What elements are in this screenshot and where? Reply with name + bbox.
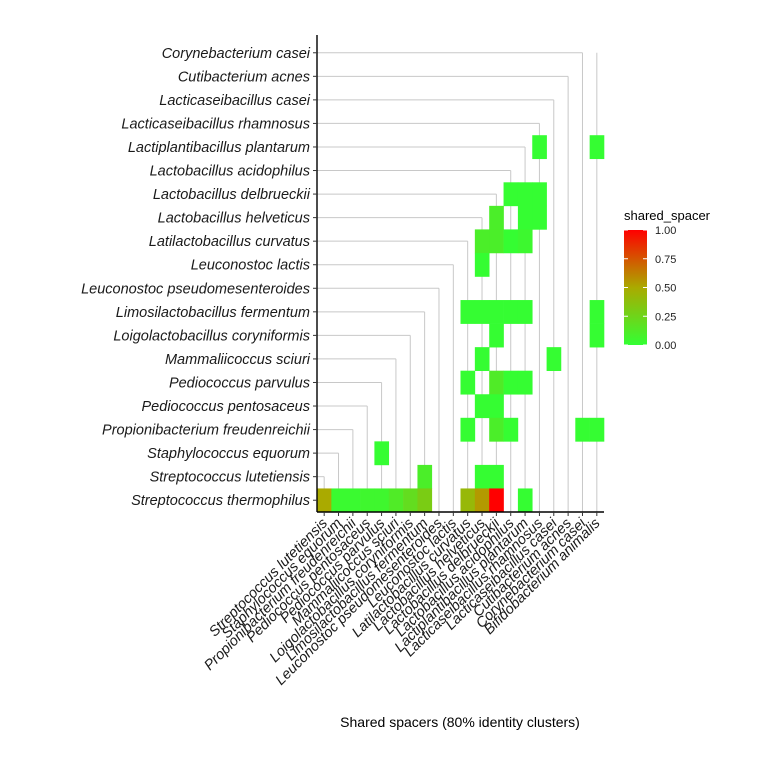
y-tick-label: Lactiplantibacillus plantarum: [128, 140, 310, 156]
y-tick-label: Leuconostoc lactis: [191, 258, 310, 274]
heatmap-cell: [589, 323, 605, 348]
y-tick-label: Pediococcus parvulus: [169, 375, 310, 391]
legend-tick-label: 1.00: [655, 225, 676, 237]
heatmap-cell: [460, 417, 476, 442]
heatmap-cell: [517, 300, 533, 324]
heatmap-cell: [517, 229, 533, 254]
heatmap-cell: [374, 441, 390, 466]
y-tick-label: Lactobacillus helveticus: [158, 211, 310, 227]
heatmap-cell: [403, 488, 418, 513]
y-tick-label: Limosilactobacillus fermentum: [116, 305, 310, 321]
y-tick-label: Staphylococcus equorum: [147, 446, 310, 462]
heatmap-cell: [474, 252, 490, 277]
y-tick-label: Pediococcus pentosaceus: [142, 399, 310, 415]
heatmap-cell: [417, 488, 433, 513]
heatmap-cell: [460, 300, 476, 324]
heatmap-cell: [474, 464, 490, 489]
heatmap-cells: [317, 135, 605, 513]
y-tick-label: Loigolactobacillus coryniformis: [113, 328, 310, 344]
axes: [313, 35, 604, 516]
legend-title: shared_spacer: [624, 208, 711, 223]
heatmap-cell: [532, 205, 547, 230]
heatmap-cell: [474, 300, 490, 324]
heatmap-cell: [503, 370, 519, 395]
y-tick-label: Cutibacterium acnes: [178, 69, 310, 85]
y-tick-labels: Corynebacterium casei Cutibacterium acnes…: [81, 46, 311, 509]
heatmap-cell: [517, 182, 533, 207]
y-tick-label: Lacticaseibacillus casei: [159, 93, 310, 109]
heatmap-cell: [474, 394, 490, 419]
heatmap-cell: [331, 488, 346, 513]
y-tick-label: Leuconostoc pseudomesenteroides: [81, 281, 310, 297]
heatmap-cell: [489, 488, 504, 513]
heatmap-cell: [503, 300, 519, 324]
heatmap-cell: [589, 300, 605, 324]
legend-tick-label: 0.75: [655, 254, 676, 266]
legend-tick-label: 0.50: [655, 283, 676, 295]
y-tick-label: Propionibacterium freudenreichii: [102, 423, 311, 439]
legend-tick-label: 0.25: [655, 311, 676, 323]
heatmap-cell: [317, 488, 332, 513]
y-tick-label: Streptococcus thermophilus: [131, 493, 310, 509]
x-tick-labels: Streptococcus lutetiensisStaphylococcus …: [201, 515, 603, 689]
heatmap-cell: [517, 205, 533, 230]
heatmap-cell: [589, 417, 605, 442]
y-tick-label: Lacticaseibacillus rhamnosus: [121, 116, 310, 132]
heatmap-cell: [360, 488, 375, 513]
grid-lines: [317, 52, 598, 512]
heatmap-cell: [374, 488, 390, 513]
heatmap-cell: [417, 464, 433, 489]
heatmap-cell: [474, 488, 490, 513]
y-tick-label: Lactobacillus delbrueckii: [153, 187, 311, 203]
x-axis-title: Shared spacers (80% identity clusters): [340, 714, 580, 730]
heatmap-cell: [489, 394, 504, 419]
heatmap-cell: [388, 488, 404, 513]
heatmap-cell: [546, 347, 562, 371]
heatmap-cell: [345, 488, 361, 513]
heatmap-cell: [517, 370, 533, 395]
y-tick-label: Corynebacterium casei: [162, 46, 311, 62]
heatmap-cell: [460, 488, 476, 513]
heatmap-cell: [474, 229, 490, 254]
heatmap-cell: [474, 347, 490, 371]
heatmap-cell: [503, 182, 519, 207]
heatmap-cell: [503, 417, 519, 442]
heatmap-cell: [489, 229, 504, 254]
heatmap-cell: [489, 417, 504, 442]
heatmap-cell: [489, 300, 504, 324]
heatmap-cell: [489, 323, 504, 348]
heatmap-cell: [589, 135, 605, 160]
heatmap-cell: [503, 229, 519, 254]
y-tick-label: Mammaliicoccus sciuri: [165, 352, 311, 368]
y-tick-label: Streptococcus lutetiensis: [150, 470, 310, 486]
heatmap-cell: [489, 205, 504, 230]
heatmap-cell: [575, 417, 590, 442]
heatmap-cell: [489, 464, 504, 489]
legend-color-bar: [624, 230, 647, 345]
heatmap-cell: [532, 135, 547, 160]
heatmap-cell: [532, 182, 547, 207]
legend-tick-label: 0.00: [655, 340, 676, 352]
heatmap-cell: [460, 370, 476, 395]
y-tick-label: Latilactobacillus curvatus: [149, 234, 310, 250]
legend: shared_spacer 1.00 0.75 0.50 0.25 0.00: [624, 208, 711, 352]
y-tick-label: Lactobacillus acidophilus: [150, 164, 310, 180]
heatmap-cell: [489, 370, 504, 395]
heatmap-cell: [517, 488, 533, 513]
